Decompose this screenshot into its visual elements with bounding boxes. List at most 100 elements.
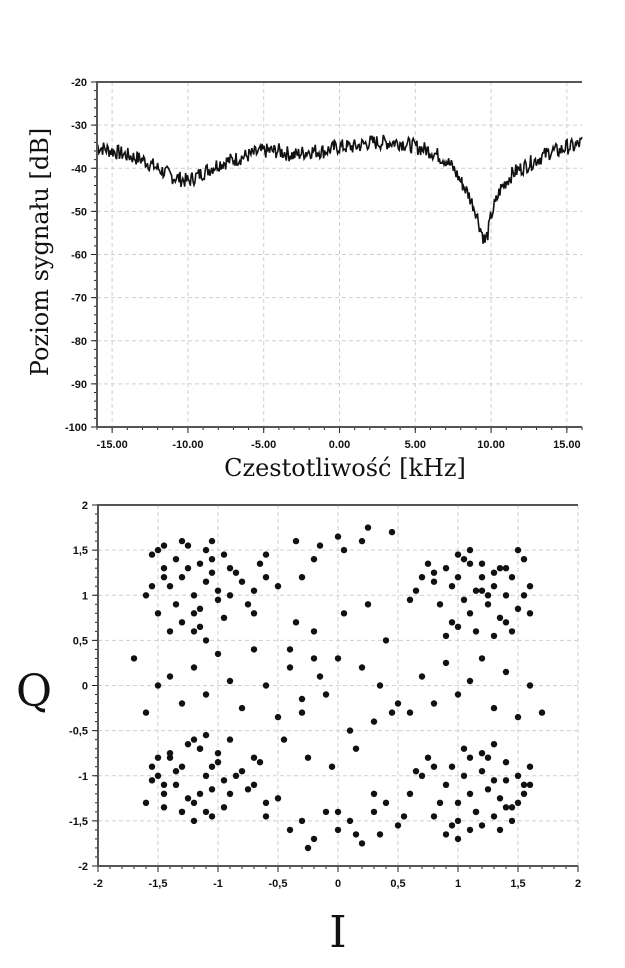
scatter-point [478, 768, 486, 775]
scatter-point [376, 831, 384, 838]
scatter-point [448, 619, 456, 626]
scatter-point [454, 551, 462, 558]
scatter-point [208, 763, 216, 770]
scatter-point [220, 804, 228, 811]
constellation-frame [97, 504, 578, 867]
scatter-point [496, 565, 504, 572]
scatter-point [448, 763, 456, 770]
spectrum-y-tick-labels: -20 -30 -40 -50 -60 -70 -80 -90 -100 [65, 77, 87, 434]
scatter-point [520, 556, 528, 563]
scatter-point [442, 831, 450, 838]
scatter-point [316, 673, 324, 680]
scatter-point [298, 574, 306, 581]
scatter-point [502, 777, 510, 784]
scatter-point [382, 799, 390, 806]
x-tick-label: 1 [455, 878, 461, 890]
spectrum-grid [97, 81, 582, 428]
scatter-point [298, 709, 306, 716]
scatter-point [274, 713, 282, 721]
constellation-y-tick-labels: 2 1,5 1 0,5 0 -0,5 -1 -1,5 -2 [69, 500, 88, 873]
scatter-point [166, 673, 174, 680]
x-tick-label: -0,5 [269, 878, 288, 890]
scatter-point [538, 709, 546, 716]
scatter-point [166, 583, 174, 590]
scatter-point [376, 682, 384, 689]
scatter-point [484, 754, 492, 761]
scatter-point [310, 655, 318, 662]
scatter-point [430, 578, 438, 585]
scatter-point [448, 583, 456, 590]
scatter-point [442, 632, 450, 640]
scatter-point [442, 659, 450, 667]
spectrum-frame [96, 81, 582, 428]
scatter-point [370, 808, 378, 816]
scatter-point [172, 768, 180, 775]
scatter-point [412, 768, 420, 775]
scatter-point [490, 569, 498, 576]
scatter-point [292, 619, 300, 626]
scatter-point [310, 556, 318, 563]
scatter-point [406, 596, 414, 603]
scatter-point [178, 700, 186, 707]
spectrum-ticks [91, 81, 583, 433]
spectrum-x-tick-labels: -15.00 -10.00 -5.00 0.00 5.00 10.00 15.00 [97, 439, 581, 451]
scatter-point [226, 592, 234, 599]
x-tick-label: 1,5 [510, 878, 525, 890]
scatter-point [442, 781, 450, 788]
scatter-point [436, 799, 444, 806]
scatter-point [454, 574, 462, 581]
scatter-point [238, 704, 246, 712]
scatter-point [334, 655, 342, 662]
scatter-point [478, 822, 486, 829]
scatter-point [478, 574, 486, 581]
scatter-point [256, 560, 264, 567]
scatter-point [148, 551, 156, 558]
scatter-point [490, 583, 498, 590]
x-tick-label: -2 [93, 878, 103, 890]
scatter-point [148, 763, 156, 770]
constellation-x-axis-title: I [329, 907, 346, 958]
scatter-point [202, 808, 210, 816]
scatter-point [382, 637, 390, 644]
y-tick-label: 1 [82, 590, 88, 602]
scatter-point [298, 695, 306, 703]
scatter-point [178, 574, 186, 581]
scatter-point [154, 772, 162, 779]
scatter-point [454, 691, 462, 698]
scatter-point [208, 556, 216, 563]
x-tick-label: -1 [213, 878, 223, 890]
scatter-point [154, 610, 162, 617]
scatter-point [262, 551, 270, 558]
scatter-point [238, 578, 246, 585]
scatter-point [364, 524, 372, 531]
y-tick-label: -1,5 [69, 816, 88, 828]
scatter-point [514, 772, 522, 779]
x-tick-label: 15.00 [553, 439, 581, 451]
scatter-point [214, 650, 222, 658]
scatter-point [226, 565, 234, 572]
scatter-point [280, 736, 288, 743]
scatter-point [340, 610, 348, 617]
scatter-point [160, 804, 168, 811]
y-tick-label: -70 [71, 293, 87, 305]
scatter-point [526, 682, 534, 689]
scatter-point [466, 790, 474, 797]
scatter-point [166, 750, 174, 757]
scatter-point [250, 587, 258, 594]
scatter-point [196, 605, 204, 612]
y-tick-label: -100 [65, 422, 87, 434]
scatter-point [430, 700, 438, 707]
x-tick-label: 10.00 [477, 439, 505, 451]
scatter-point [370, 790, 378, 797]
scatter-point [304, 844, 312, 852]
constellation-points [130, 524, 546, 852]
scatter-point [214, 759, 222, 766]
scatter-point [310, 835, 318, 843]
scatter-point [292, 537, 300, 545]
scatter-point [520, 781, 528, 788]
scatter-point [244, 601, 252, 608]
spectrum-y-axis-title: Poziom sygnału [dB] [26, 128, 54, 376]
scatter-point [394, 822, 402, 829]
scatter-point [334, 826, 342, 834]
